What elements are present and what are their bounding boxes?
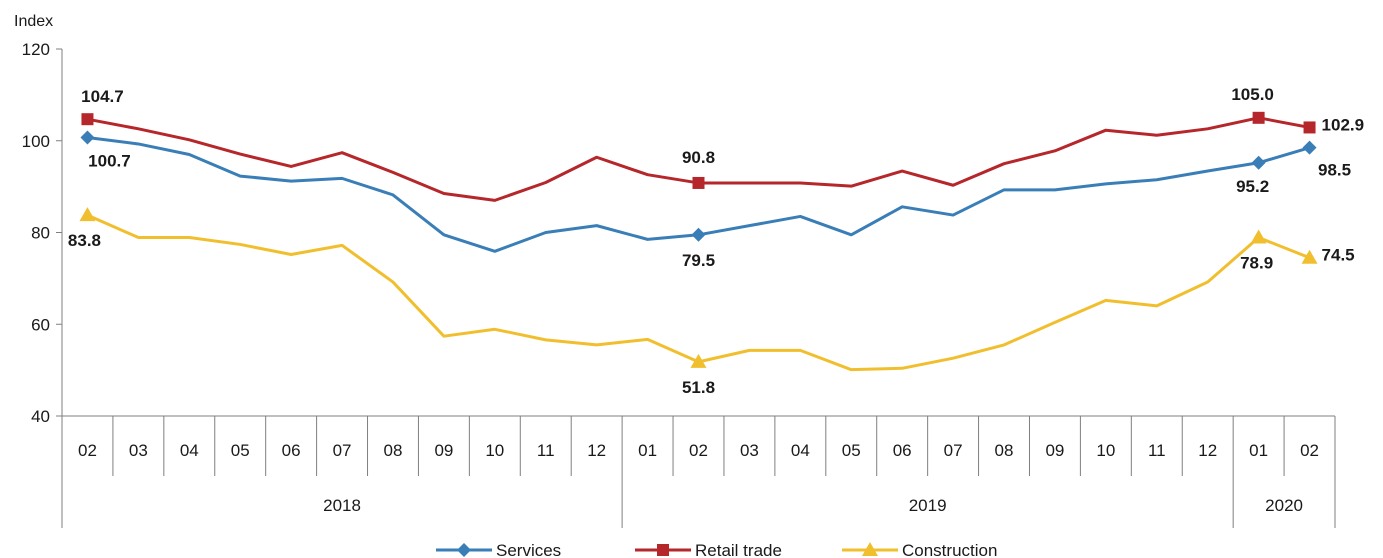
x-tick-label: 04 — [180, 441, 199, 460]
data-labels: 100.7 79.5 95.2 98.5 104.7 90.8 105.0 102.9 83.8… — [68, 85, 1364, 397]
x-tick-label: 06 — [282, 441, 301, 460]
x-tick-label: 08 — [995, 441, 1014, 460]
x-tick-label: 02 — [78, 441, 97, 460]
x-tick-label: 09 — [1045, 441, 1064, 460]
retail-trade-legend-marker — [657, 544, 669, 556]
x-tick-label: 02 — [1300, 441, 1319, 460]
retail-trade-marker — [81, 113, 94, 126]
year-label: 2018 — [323, 496, 361, 515]
x-tick-label: 12 — [1198, 441, 1217, 460]
construction-legend-label: Construction — [902, 541, 997, 558]
series-markers — [79, 111, 1318, 368]
legend: Services Retail trade Construction — [436, 541, 997, 558]
retail-trade-legend-label: Retail trade — [695, 541, 782, 558]
construction-marker — [1301, 249, 1318, 264]
y-axis-title: Index — [14, 13, 53, 30]
x-tick-label: 01 — [1249, 441, 1268, 460]
services-data-label: 100.7 — [88, 152, 131, 171]
x-tick-label: 11 — [1148, 441, 1166, 460]
services-legend-marker — [457, 543, 471, 557]
y-tick-label: 60 — [31, 315, 50, 334]
services-marker — [80, 130, 95, 145]
y-axis: 40 60 80 100 120 — [22, 40, 63, 426]
construction-data-label: 78.9 — [1240, 254, 1273, 273]
retail-trade-marker — [692, 176, 705, 189]
construction-data-label: 83.8 — [68, 231, 101, 250]
retail-trade-data-label: 90.8 — [682, 148, 715, 167]
year-label: 2020 — [1265, 496, 1303, 515]
retail-trade-data-label: 102.9 — [1322, 115, 1365, 134]
retail-trade-marker — [1252, 111, 1265, 124]
x-tick-label: 05 — [231, 441, 250, 460]
construction-marker — [79, 207, 96, 222]
construction-data-label: 51.8 — [682, 378, 715, 397]
x-tick-label: 08 — [384, 441, 403, 460]
services-data-label: 79.5 — [682, 251, 715, 270]
x-tick-label: 11 — [537, 441, 555, 460]
x-tick-label: 05 — [842, 441, 861, 460]
x-tick-label: 07 — [944, 441, 963, 460]
x-tick-label: 10 — [485, 441, 504, 460]
services-marker — [691, 227, 706, 242]
x-tick-label: 01 — [638, 441, 657, 460]
retail-trade-data-label: 105.0 — [1231, 85, 1274, 104]
y-tick-label: 80 — [31, 224, 50, 243]
x-tick-label: 02 — [689, 441, 708, 460]
x-tick-label: 09 — [434, 441, 453, 460]
construction-marker — [690, 353, 707, 368]
x-axis: 02 03 04 05 06 07 08 09 10 11 12 01 02 03 04 05 06 07 08 09… — [61, 415, 1336, 528]
services-legend-label: Services — [496, 541, 561, 558]
retail-trade-data-label: 104.7 — [81, 87, 124, 106]
x-tick-label: 12 — [587, 441, 606, 460]
year-label: 2019 — [909, 496, 947, 515]
y-tick-label: 100 — [22, 132, 50, 151]
x-tick-label: 07 — [333, 441, 352, 460]
services-data-label: 95.2 — [1236, 177, 1269, 196]
y-tick-label: 120 — [22, 40, 50, 59]
construction-marker — [1250, 229, 1267, 244]
services-marker — [1302, 140, 1317, 155]
services-marker — [1251, 155, 1266, 170]
retail-trade-marker — [1303, 121, 1316, 134]
x-tick-label: 03 — [740, 441, 759, 460]
construction-legend-marker — [862, 542, 878, 556]
x-tick-label: 04 — [791, 441, 810, 460]
x-tick-label: 10 — [1096, 441, 1115, 460]
services-data-label: 98.5 — [1318, 161, 1351, 180]
x-tick-label: 06 — [893, 441, 912, 460]
y-tick-label: 40 — [31, 407, 50, 426]
x-tick-label: 03 — [129, 441, 148, 460]
construction-data-label: 74.5 — [1322, 246, 1355, 265]
